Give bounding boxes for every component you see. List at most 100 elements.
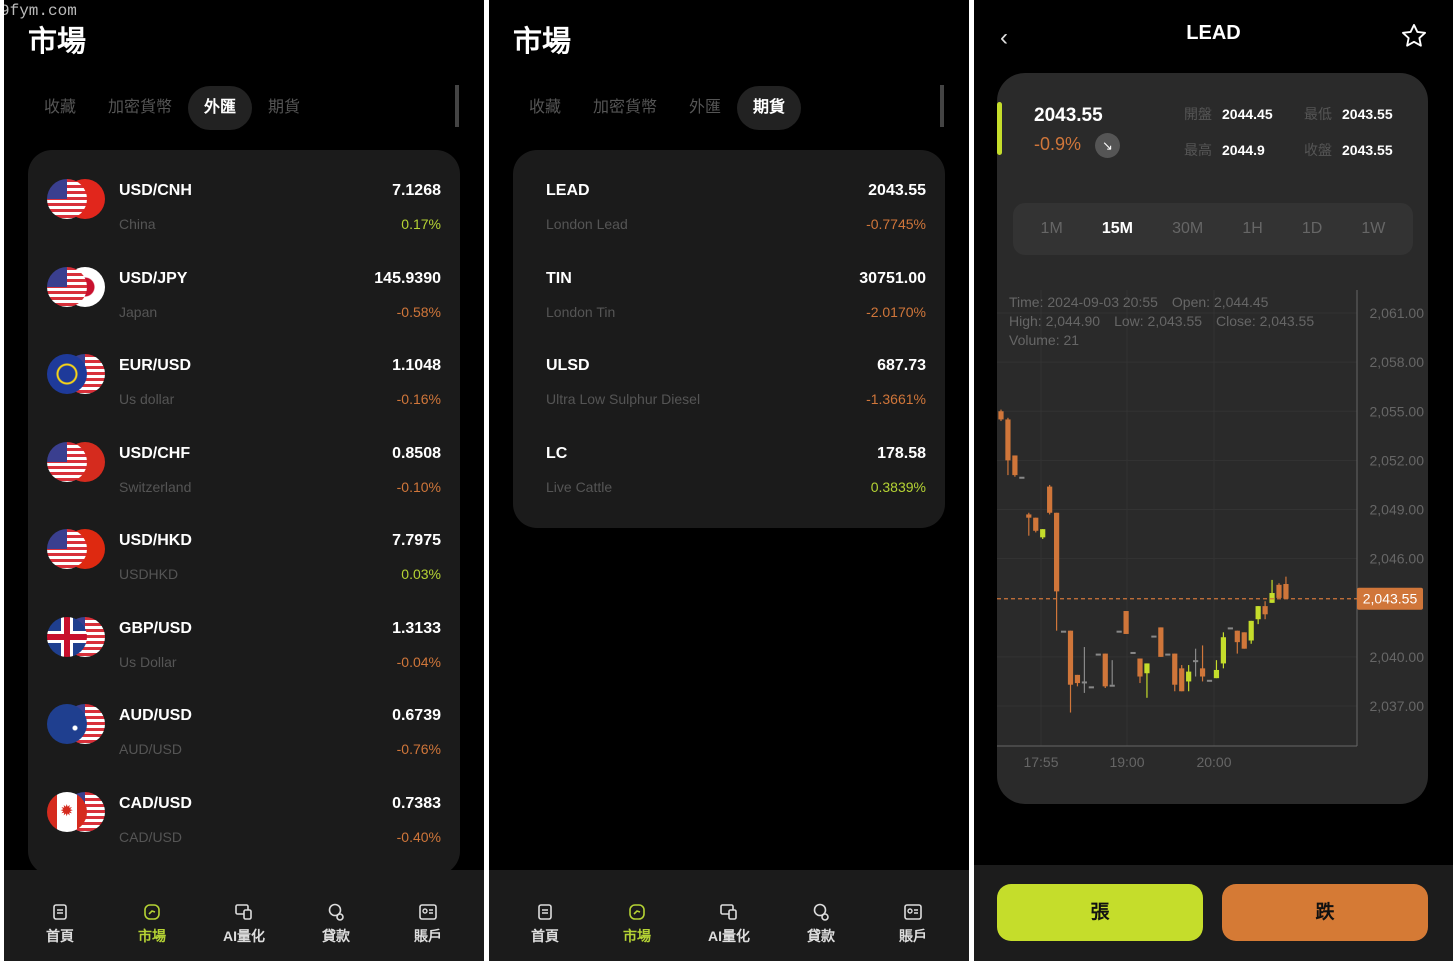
interval-tab-1M[interactable]: 1M	[1040, 220, 1063, 237]
trade-bar: 張 跌	[974, 865, 1453, 961]
list-item[interactable]: CAD/USD CAD/USD 0.7383 -0.40%	[28, 763, 460, 851]
tab-1[interactable]: 加密貨幣	[593, 99, 658, 116]
item-price: 0.6739	[392, 707, 441, 724]
forex-list: USD/CNH China 7.1268 0.17% USD/JPY Japan 145.9…	[28, 150, 460, 875]
nav-label: 首頁	[531, 928, 559, 944]
tab-0[interactable]: 收藏	[529, 99, 562, 116]
item-subtitle: Live Cattle	[546, 478, 613, 495]
tab-1[interactable]: 加密貨幣	[108, 99, 173, 116]
stat-label: 收盤	[1304, 142, 1332, 158]
futures-list: LEAD London Lead 2043.55 -0.7745% TIN London …	[513, 150, 945, 528]
nav-item-3[interactable]: 貸款	[786, 870, 856, 961]
interval-tab-1H[interactable]: 1H	[1242, 220, 1263, 237]
item-change: -1.3661%	[866, 391, 926, 407]
star-icon[interactable]	[1400, 22, 1428, 50]
y-tick-label: 2,037.00	[1370, 698, 1425, 714]
nav-item-1[interactable]: 市場	[602, 870, 672, 961]
item-subtitle: Ultra Low Sulphur Diesel	[546, 391, 701, 407]
list-item[interactable]: AUD/USD AUD/USD 0.6739 -0.76%	[28, 675, 460, 763]
candle-body	[1012, 455, 1018, 476]
candle-body	[1040, 529, 1046, 538]
list-item[interactable]: USD/CNH China 7.1268 0.17%	[28, 150, 460, 238]
scrollbar[interactable]	[455, 85, 459, 127]
sell-down-button[interactable]: 跌	[1222, 884, 1428, 941]
nav-label: 首頁	[46, 928, 74, 944]
list-item[interactable]: GBP/USD Us Dollar 1.3133 -0.04%	[28, 588, 460, 676]
nav-label: 市場	[138, 928, 166, 944]
nav-label: 賬戶	[899, 928, 927, 944]
candle-body	[1199, 668, 1206, 677]
buy-up-button[interactable]: 張	[997, 884, 1203, 941]
list-item[interactable]: EUR/USD Us dollar 1.1048 -0.16%	[28, 325, 460, 413]
market-tabs: 收藏 加密貨幣 外匯 期貨	[28, 86, 316, 130]
tab-3[interactable]: 期貨	[268, 99, 301, 116]
candle-body	[1255, 606, 1261, 620]
nav-item-1[interactable]: 市場	[117, 870, 187, 961]
info-low: Low: 2,043.55	[1114, 313, 1203, 329]
interval-tab-15M[interactable]: 15M	[1101, 220, 1133, 237]
nav-label: 賬戶	[414, 928, 442, 944]
nav-item-3[interactable]: 貸款	[301, 870, 371, 961]
stat-label: 開盤	[1184, 106, 1212, 122]
item-change: -0.58%	[396, 303, 441, 320]
nav-item-0[interactable]: 首頁	[25, 870, 95, 961]
stat-high: 最高 2044.9	[1184, 140, 1265, 160]
tab-3[interactable]: 期貨	[737, 86, 802, 130]
list-item[interactable]: LEAD London Lead 2043.55 -0.7745%	[513, 150, 945, 238]
nav-item-4[interactable]: 賬戶	[878, 870, 948, 961]
item-name: EUR/USD	[119, 357, 192, 374]
tab-2[interactable]: 外匯	[188, 86, 253, 130]
stat-value: 2044.9	[1222, 142, 1265, 158]
scrollbar[interactable]	[940, 85, 944, 127]
item-price: 1.3133	[392, 619, 441, 637]
candle-body	[1283, 584, 1289, 599]
back-icon[interactable]: ‹	[1000, 24, 1008, 51]
nav-item-2[interactable]: AI量化	[694, 870, 764, 961]
nav-item-0[interactable]: 首頁	[510, 870, 580, 961]
list-item[interactable]: USD/JPY Japan 145.9390 -0.58%	[28, 238, 460, 326]
candle-body	[1193, 660, 1199, 663]
candle-body	[1137, 658, 1143, 677]
nav-item-4[interactable]: 賬戶	[393, 870, 463, 961]
item-price: 0.7383	[392, 794, 441, 812]
tab-2[interactable]: 外匯	[689, 99, 722, 116]
info-open: Open: 2,044.45	[1171, 294, 1269, 310]
list-item[interactable]: LC Live Cattle 178.58 0.3839%	[513, 413, 945, 501]
item-subtitle: China	[119, 216, 156, 232]
ai-quant-icon	[720, 904, 737, 920]
list-item[interactable]: ULSD Ultra Low Sulphur Diesel 687.73 -1.366…	[513, 325, 945, 413]
info-volume: Volume: 21	[1009, 332, 1080, 348]
item-price: 2043.55	[868, 182, 926, 199]
ca-flag-icon	[47, 791, 87, 832]
item-change: 0.03%	[401, 566, 441, 582]
candlestick-chart[interactable]: 2,061.00 2,058.00 2,055.00 2,052.00 2,049.00…	[997, 290, 1427, 780]
item-subtitle: Us dollar	[119, 391, 175, 407]
list-item[interactable]: TIN London Tin 30751.00 -2.0170%	[513, 238, 945, 326]
currency-flags-icon	[47, 616, 105, 657]
item-change: 0.17%	[401, 216, 441, 232]
item-name: USD/HKD	[119, 532, 192, 549]
candle-body	[1047, 486, 1053, 513]
list-item[interactable]: USD/CHF Switzerland 0.8508 -0.10%	[28, 413, 460, 501]
loan-icon	[328, 903, 344, 921]
candle-body	[1005, 419, 1011, 461]
list-item[interactable]: USD/HKD USDHKD 7.7975 0.03%	[28, 500, 460, 588]
y-tick-label: 2,061.00	[1370, 305, 1425, 321]
bottom-nav: 首頁 市場 AI量化 貸款 賬戶	[4, 870, 484, 961]
stat-label: 最低	[1304, 106, 1332, 122]
candle-body	[998, 411, 1004, 420]
interval-tab-1D[interactable]: 1D	[1301, 220, 1323, 237]
tab-0[interactable]: 收藏	[44, 99, 77, 116]
item-price: 30751.00	[859, 269, 926, 287]
arrow-down-right-icon: ↘	[1095, 133, 1120, 158]
market-tabs: 收藏 加密貨幣 外匯 期貨	[513, 86, 802, 130]
item-price: 7.1268	[392, 182, 441, 199]
candle-body	[1186, 671, 1192, 682]
futures-market-screen: 市場 收藏 加密貨幣 外匯 期貨 LEAD London Lead 2043.55 -0.7…	[489, 0, 969, 961]
nav-item-2[interactable]: AI量化	[209, 870, 279, 961]
candle-body	[1081, 681, 1087, 684]
interval-tab-1W[interactable]: 1W	[1361, 220, 1386, 237]
bottom-nav: 首頁 市場 AI量化 貸款 賬戶	[489, 870, 969, 961]
nav-label: 貸款	[322, 928, 350, 944]
interval-tab-30M[interactable]: 30M	[1172, 220, 1204, 237]
